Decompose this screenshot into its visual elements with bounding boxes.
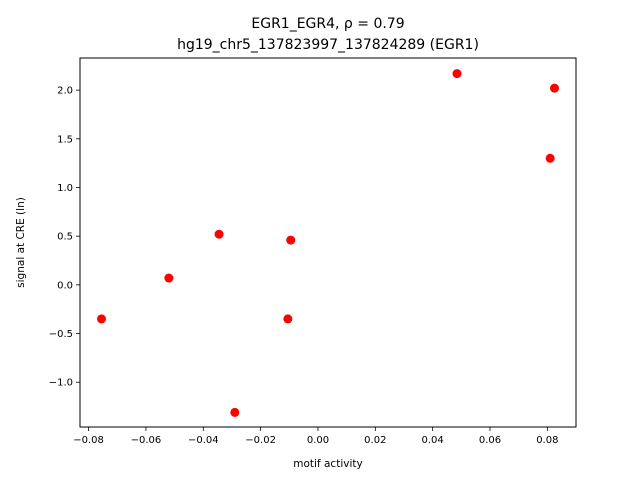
- y-tick-label: −0.5: [49, 329, 73, 340]
- data-point: [97, 314, 107, 324]
- data-point: [230, 407, 240, 417]
- x-tick-label: −0.08: [73, 435, 104, 446]
- data-point: [164, 273, 174, 283]
- x-tick-label: −0.02: [245, 435, 276, 446]
- x-axis-label: motif activity: [293, 458, 362, 470]
- x-tick-label: 0.08: [536, 435, 558, 446]
- y-tick-label: 1.0: [57, 183, 73, 194]
- y-axis-label: signal at CRE (ln): [15, 197, 27, 288]
- x-tick-label: 0.04: [422, 435, 444, 446]
- x-tick-label: 0.06: [479, 435, 501, 446]
- data-point: [549, 83, 559, 93]
- y-tick-label: 0.5: [57, 232, 73, 243]
- x-axis-ticks: −0.08 −0.06 −0.04 −0.02 0.00 0.02 0.04 0.06 0.08: [73, 427, 558, 446]
- y-axis-ticks: −1.0 −0.5 0.0 0.5 1.0 1.5 2.0: [49, 86, 80, 389]
- x-tick-label: 0.00: [307, 435, 329, 446]
- y-tick-label: 1.5: [57, 134, 73, 145]
- data-point: [283, 314, 293, 324]
- data-point: [452, 69, 462, 79]
- plot-frame: [79, 57, 577, 428]
- data-point: [214, 229, 224, 239]
- x-tick-label: −0.04: [188, 435, 219, 446]
- x-tick-label: 0.02: [364, 435, 386, 446]
- y-tick-label: 2.0: [57, 86, 73, 97]
- y-tick-label: −1.0: [49, 378, 73, 389]
- y-tick-label: 0.0: [57, 280, 73, 291]
- data-point: [286, 235, 296, 245]
- chart-title-line2: hg19_chr5_137823997_137824289 (EGR1): [177, 37, 479, 53]
- scatter-points: [97, 69, 559, 417]
- chart-title-line1: EGR1_EGR4, ρ = 0.79: [251, 16, 404, 32]
- data-point: [545, 153, 555, 163]
- x-tick-label: −0.06: [131, 435, 162, 446]
